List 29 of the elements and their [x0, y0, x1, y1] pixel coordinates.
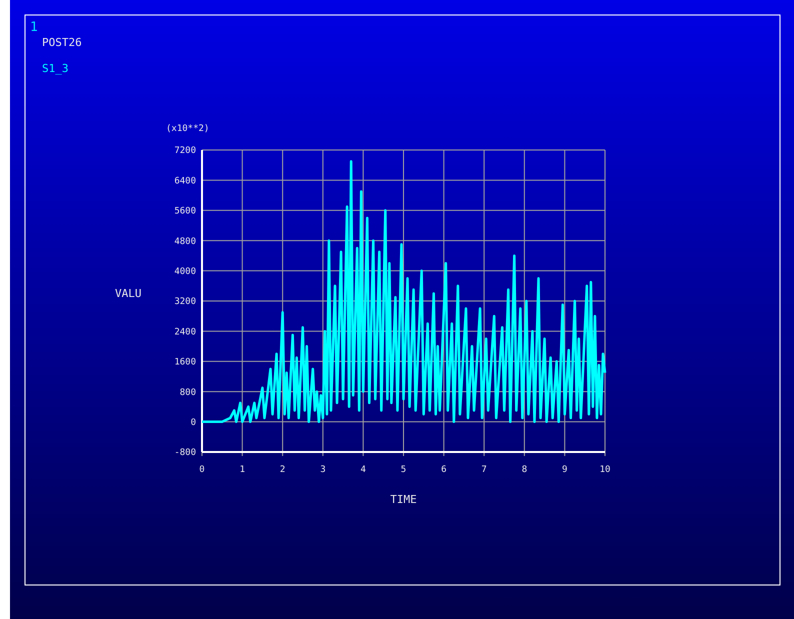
x-tick-label: 4: [360, 465, 366, 475]
x-tick-label: 3: [320, 465, 326, 475]
y-tick-label: 7200: [174, 146, 196, 156]
text: POST26: [42, 36, 82, 49]
x-tick-label: 1: [240, 465, 246, 475]
text: (x10**2): [166, 124, 210, 134]
x-tick-label: 9: [562, 465, 568, 475]
y-tick-label: 0: [190, 418, 196, 428]
y-axis-title: VALU: [115, 287, 142, 300]
text: S1_3: [42, 62, 68, 75]
y-tick-label: 800: [180, 388, 196, 398]
text: 1: [30, 20, 38, 35]
y-tick-label: 2400: [174, 327, 196, 338]
x-tick-label: 5: [400, 465, 406, 475]
y-tick-label: 4000: [174, 266, 196, 277]
y-tick-label: 1600: [174, 358, 196, 368]
x-tick-label: 0: [199, 465, 205, 475]
line-series: [200, 160, 606, 424]
y-tick-label: 3200: [174, 297, 196, 308]
x-tick-label: 10: [600, 465, 610, 475]
y-tick-label: 4800: [174, 236, 196, 247]
x-tick-label: 6: [441, 465, 447, 475]
y-tick-label: -800: [174, 448, 196, 458]
x-axis-title: TIME: [390, 493, 417, 506]
y-tick-label: 5600: [174, 206, 196, 217]
x-tick-label: 7: [481, 465, 487, 475]
y-tick-label: 6400: [174, 176, 196, 186]
x-tick-label: 8: [522, 465, 528, 475]
x-tick-label: 2: [280, 465, 286, 475]
